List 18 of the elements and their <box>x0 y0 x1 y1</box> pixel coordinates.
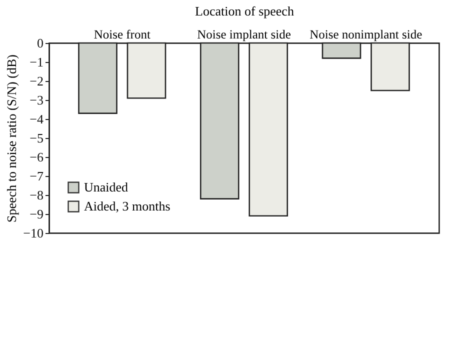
y-tick-label: −7 <box>30 168 44 184</box>
legend-label: Unaided <box>84 180 129 194</box>
y-tick-label: 0 <box>37 36 44 50</box>
y-tick-label: −9 <box>30 206 44 222</box>
y-tick-label: −2 <box>30 74 44 88</box>
x-tick-label: Noise implant side <box>197 28 292 42</box>
y-axis-title: Speech to noise ratio (S/N) (dB) <box>4 54 20 222</box>
y-tick-label: −8 <box>30 188 44 202</box>
x-tick-label: Noise nonimplant side <box>310 28 423 42</box>
y-tick-label: −5 <box>30 130 44 146</box>
x-axis-title: Location of speech <box>195 4 294 18</box>
y-tick-label: −3 <box>30 92 44 108</box>
y-tick-label: −1 <box>30 54 44 70</box>
x-tick-label: Noise front <box>94 28 151 42</box>
y-tick-label: −6 <box>30 150 44 164</box>
y-tick-label: −10 <box>23 226 44 240</box>
legend-label: Aided, 3 months <box>84 198 170 214</box>
y-tick-label: −4 <box>30 112 44 126</box>
